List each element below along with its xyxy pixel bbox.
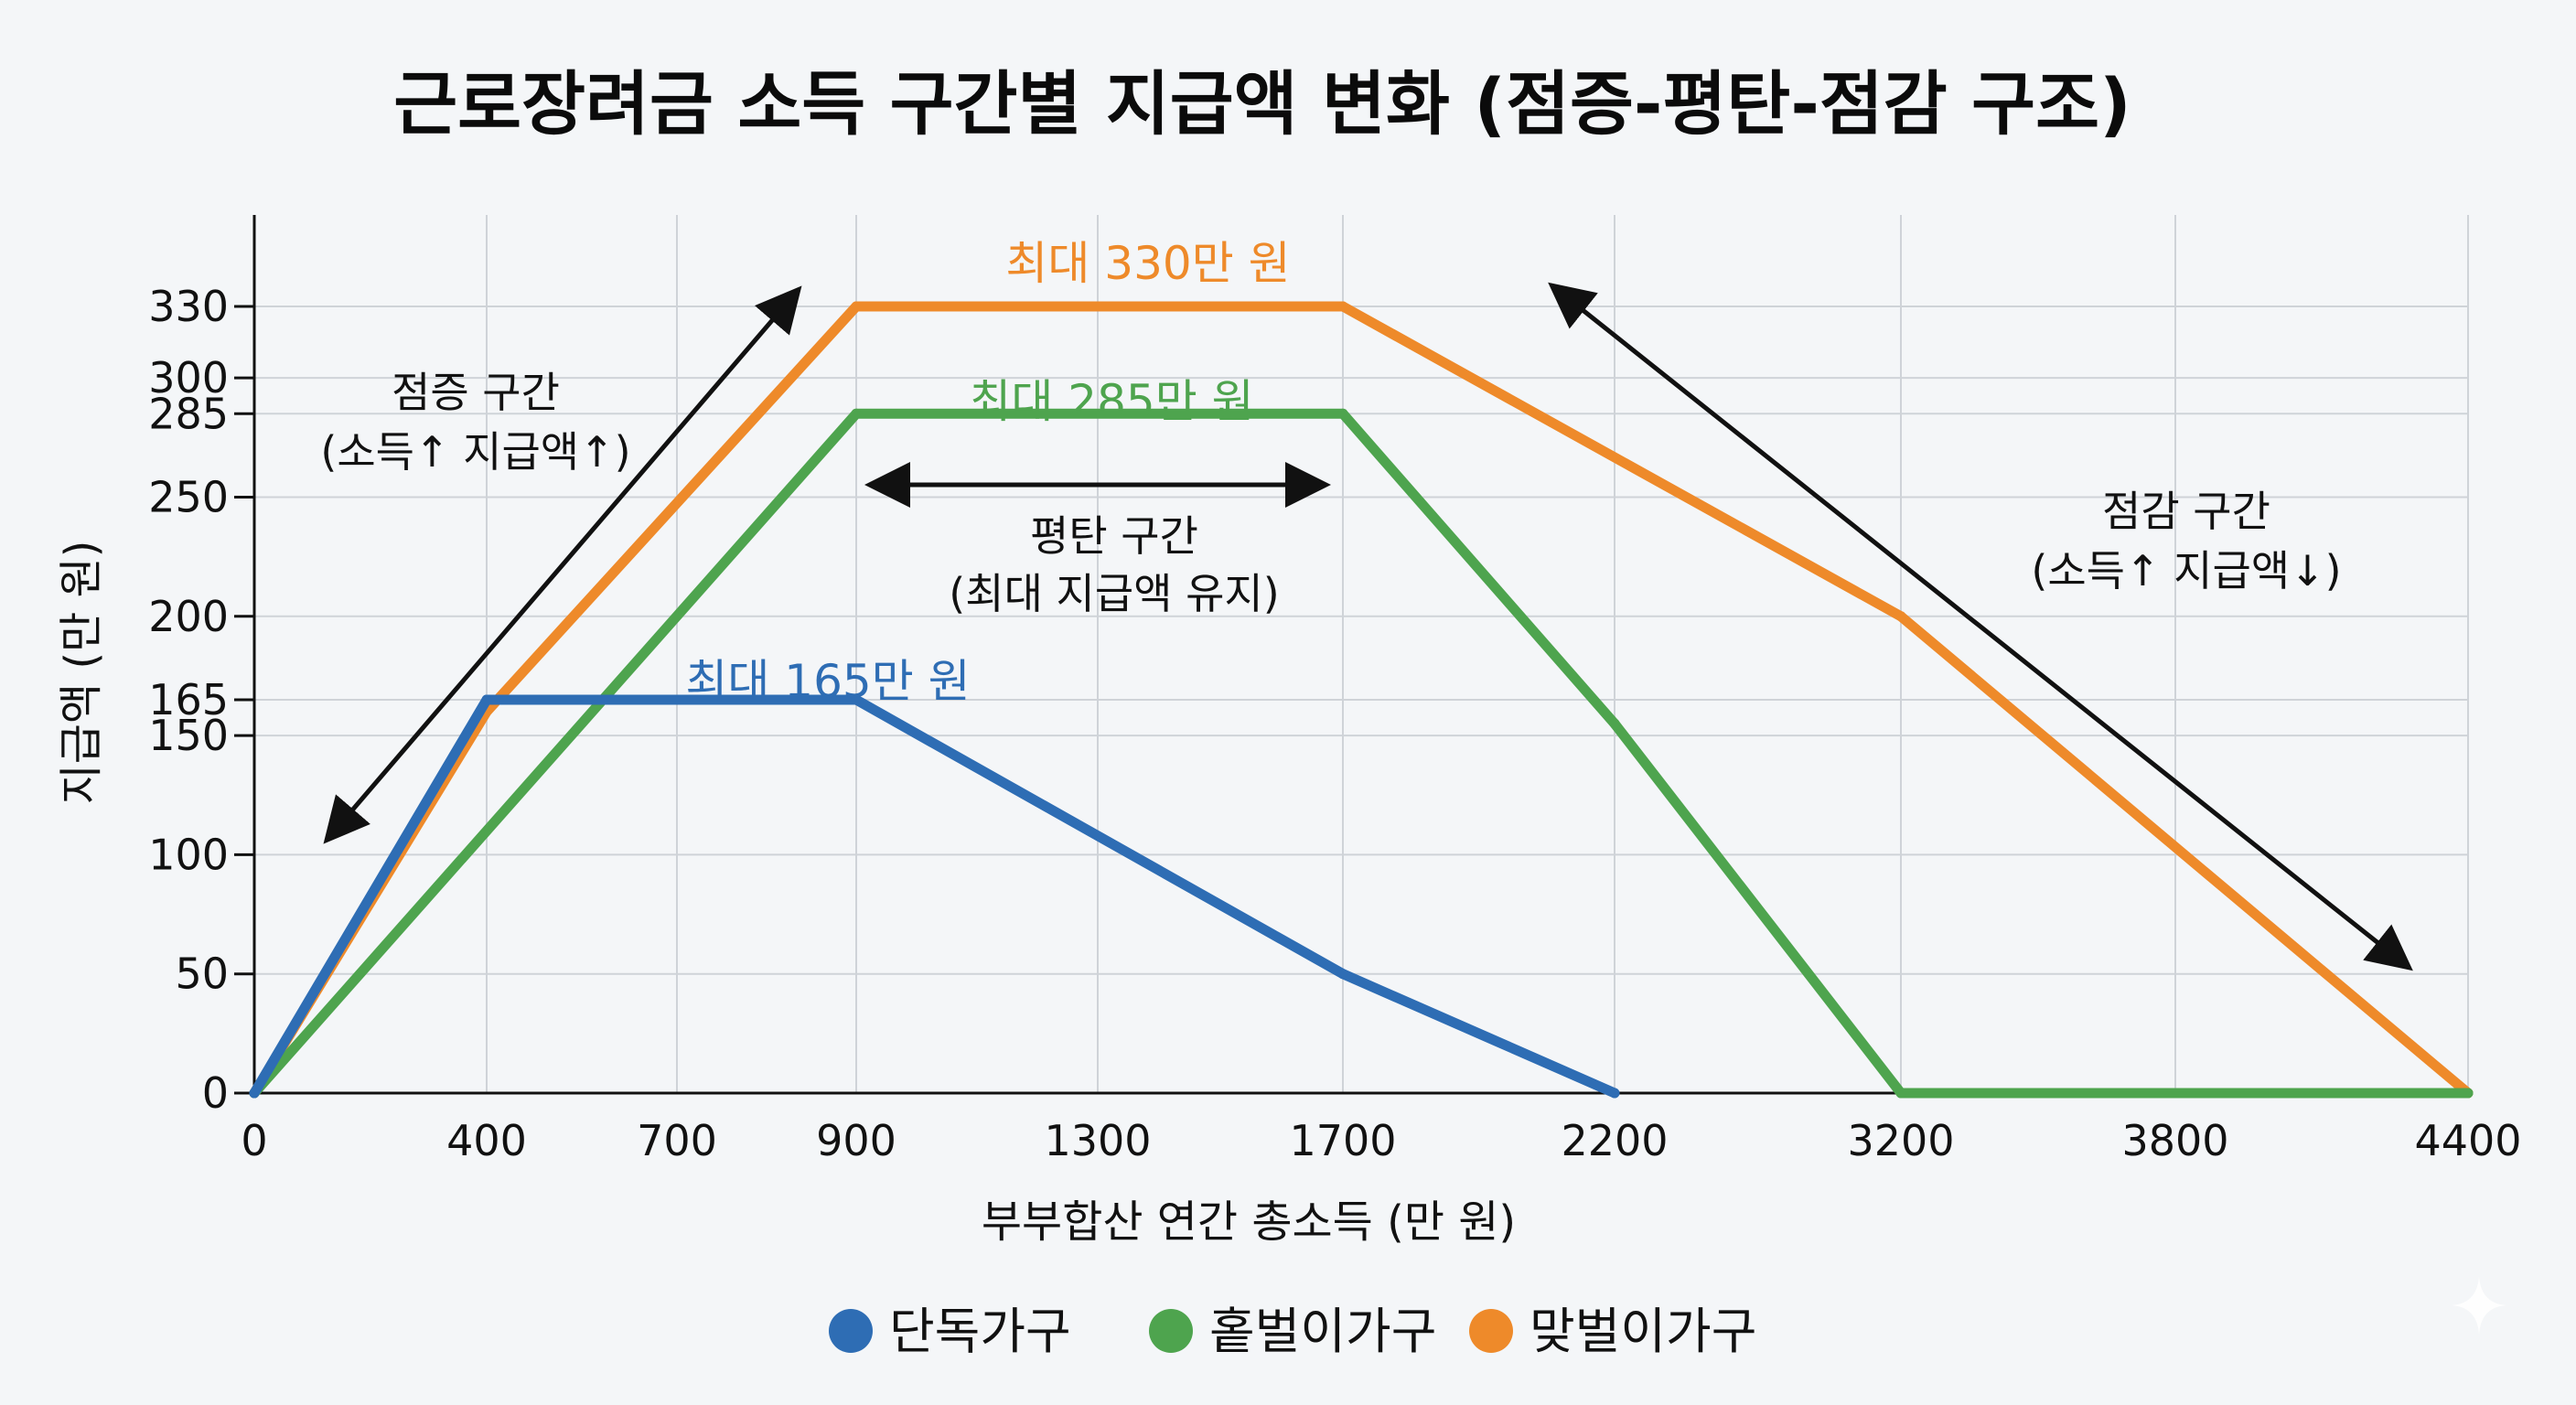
y-tick-label: 200: [148, 592, 229, 641]
phase-in-title: 점증 구간: [392, 368, 560, 417]
data-point: [851, 301, 862, 312]
data-point: [1895, 611, 1906, 622]
x-tick-label: 400: [446, 1116, 527, 1165]
data-point: [1337, 408, 1348, 419]
legend-swatch: [829, 1309, 873, 1353]
max-single-label: 최대 165만 원: [685, 655, 970, 708]
x-tick-label: 0: [241, 1116, 267, 1165]
data-point: [1609, 1088, 1620, 1099]
y-tick-label: 165: [148, 675, 229, 724]
y-axis-label: 지급액 (만 원): [56, 541, 107, 805]
x-tick-label: 2200: [1561, 1116, 1668, 1165]
x-tick-label: 3800: [2121, 1116, 2228, 1165]
legend: 단독가구 홑벌이가구 맞벌이가구: [829, 1303, 1756, 1360]
y-tick-label: 100: [148, 830, 229, 879]
legend-swatch: [1149, 1309, 1193, 1353]
data-point: [1895, 1088, 1906, 1099]
legend-label: 홑벌이가구: [1209, 1303, 1436, 1360]
y-tick-label: 250: [148, 472, 229, 521]
data-point: [851, 408, 862, 419]
plateau-sub: (최대 지급액 유지): [949, 569, 1279, 618]
phase-in-sub: (소득↑ 지급액↑): [320, 427, 630, 477]
x-tick-label: 700: [637, 1116, 717, 1165]
x-tick-label: 1300: [1044, 1116, 1151, 1165]
sparkle-icon: [2452, 1276, 2506, 1335]
y-tick-label: 0: [202, 1068, 229, 1118]
x-tick-label: 3200: [1847, 1116, 1954, 1165]
y-tick-label: 50: [175, 949, 229, 999]
axes: 0 400 700 900 1300 1700 2200 3200 3800 4400 0 50 100…: [148, 215, 2522, 1165]
y-tick-label: 300: [148, 353, 229, 402]
plateau-title: 평탄 구간: [1030, 511, 1198, 561]
legend-swatch: [1469, 1309, 1513, 1353]
x-tick-label: 4400: [2414, 1116, 2521, 1165]
x-axis-label: 부부합산 연간 총소득 (만 원): [982, 1196, 1516, 1248]
chart-title: 근로장려금 소득 구간별 지급액 변화 (점증-평탄-점감 구조): [393, 63, 2131, 145]
data-point: [1337, 301, 1348, 312]
data-point: [481, 694, 492, 705]
phase-in-arrow: [323, 285, 802, 844]
phase-out-arrow: [1548, 282, 2413, 971]
y-tick-label: 285: [148, 389, 229, 438]
data-point: [851, 694, 862, 705]
x-tick-label: 900: [816, 1116, 896, 1165]
data-point: [249, 1088, 260, 1099]
max-one-earner-label: 최대 285만 원: [969, 375, 1253, 428]
phase-out-title: 점감 구간: [2102, 487, 2270, 536]
annotations: 최대 330만 원 최대 285만 원 최대 165만 원 점증 구간 (소득↑…: [320, 237, 2413, 971]
grid: [254, 215, 2469, 1093]
data-point: [2463, 1088, 2474, 1099]
x-tick-label: 1700: [1289, 1116, 1396, 1165]
data-point: [1609, 718, 1620, 729]
legend-label: 단독가구: [889, 1303, 1071, 1360]
y-tick-label: 150: [148, 711, 229, 760]
legend-label: 맞벌이가구: [1530, 1303, 1756, 1360]
max-dual-label: 최대 330만 원: [1005, 237, 1290, 290]
data-point: [1337, 969, 1348, 980]
phase-out-sub: (소득↑ 지급액↓): [2031, 546, 2341, 595]
y-tick-label: 330: [148, 282, 229, 331]
